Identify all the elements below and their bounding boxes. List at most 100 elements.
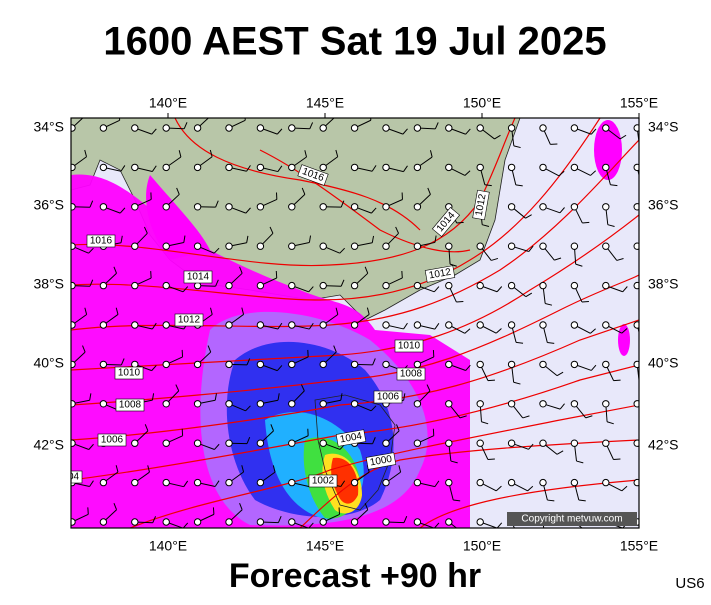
station — [100, 519, 106, 525]
lat-label-right: 36°S — [648, 197, 679, 213]
station — [226, 282, 232, 288]
station — [571, 440, 577, 446]
station — [351, 401, 357, 407]
station — [571, 204, 577, 210]
station — [508, 440, 514, 446]
station — [194, 125, 200, 131]
isobar-label: 1014 — [184, 271, 212, 283]
station — [69, 282, 75, 288]
station — [100, 282, 106, 288]
lat-label-right: 42°S — [648, 437, 679, 453]
station — [194, 440, 200, 446]
station — [320, 125, 326, 131]
station — [446, 282, 452, 288]
station — [540, 204, 546, 210]
station — [603, 479, 609, 485]
station — [414, 322, 420, 328]
station — [383, 164, 389, 170]
station — [351, 164, 357, 170]
wind-barb-feather — [83, 109, 86, 116]
station — [351, 243, 357, 249]
station — [194, 243, 200, 249]
station — [603, 164, 609, 170]
station — [603, 204, 609, 210]
station — [508, 322, 514, 328]
station — [414, 164, 420, 170]
station — [226, 519, 232, 525]
station — [69, 243, 75, 249]
station — [571, 322, 577, 328]
lat-label-right: 38°S — [648, 276, 679, 292]
station — [132, 243, 138, 249]
station — [100, 361, 106, 367]
station — [163, 125, 169, 131]
station — [446, 125, 452, 131]
station — [540, 243, 546, 249]
station — [132, 322, 138, 328]
isobar-label-text: 1002 — [312, 476, 335, 487]
station — [69, 164, 75, 170]
station — [540, 125, 546, 131]
station — [257, 243, 263, 249]
station — [477, 479, 483, 485]
station — [257, 322, 263, 328]
station — [132, 204, 138, 210]
wind-barb-feather — [208, 109, 211, 116]
station — [540, 361, 546, 367]
station — [414, 519, 420, 525]
wind-barb-feather — [654, 246, 658, 251]
wind-barb-feather — [614, 380, 621, 381]
station — [289, 401, 295, 407]
station — [289, 282, 295, 288]
station — [414, 479, 420, 485]
station — [289, 164, 295, 170]
wind-barb-feather — [370, 113, 371, 120]
station — [508, 282, 514, 288]
station — [69, 401, 75, 407]
isobar-label-text: 1010 — [398, 341, 421, 352]
isobar-label: 1008 — [116, 399, 144, 411]
station — [226, 322, 232, 328]
station — [571, 164, 577, 170]
station — [446, 361, 452, 367]
station — [508, 401, 514, 407]
station — [194, 519, 200, 525]
station — [257, 125, 263, 131]
station — [257, 519, 263, 525]
station — [69, 204, 75, 210]
station — [289, 125, 295, 131]
wind-barb-feather — [582, 222, 589, 223]
station — [603, 440, 609, 446]
isobar-label-text: 1006 — [101, 435, 124, 446]
isobar-label-text: 1008 — [400, 369, 423, 380]
station — [351, 204, 357, 210]
station — [163, 243, 169, 249]
station — [132, 361, 138, 367]
isobar-label-text: 1016 — [90, 236, 113, 247]
station — [100, 125, 106, 131]
station — [226, 125, 232, 131]
wind-barb-feather — [642, 342, 649, 343]
station — [320, 282, 326, 288]
lat-label-left: 42°S — [33, 437, 64, 453]
station — [100, 401, 106, 407]
wind-barb-feather — [653, 486, 658, 491]
station — [571, 361, 577, 367]
station — [571, 125, 577, 131]
station — [351, 479, 357, 485]
wind-barb-feather — [639, 382, 646, 384]
station — [383, 519, 389, 525]
station — [477, 125, 483, 131]
wind-barb — [637, 246, 654, 251]
station — [132, 125, 138, 131]
station — [477, 440, 483, 446]
station — [226, 204, 232, 210]
station — [446, 479, 452, 485]
station — [226, 440, 232, 446]
station — [508, 479, 514, 485]
station — [163, 282, 169, 288]
wind-barb-feather — [545, 540, 552, 542]
station — [226, 401, 232, 407]
station — [477, 401, 483, 407]
